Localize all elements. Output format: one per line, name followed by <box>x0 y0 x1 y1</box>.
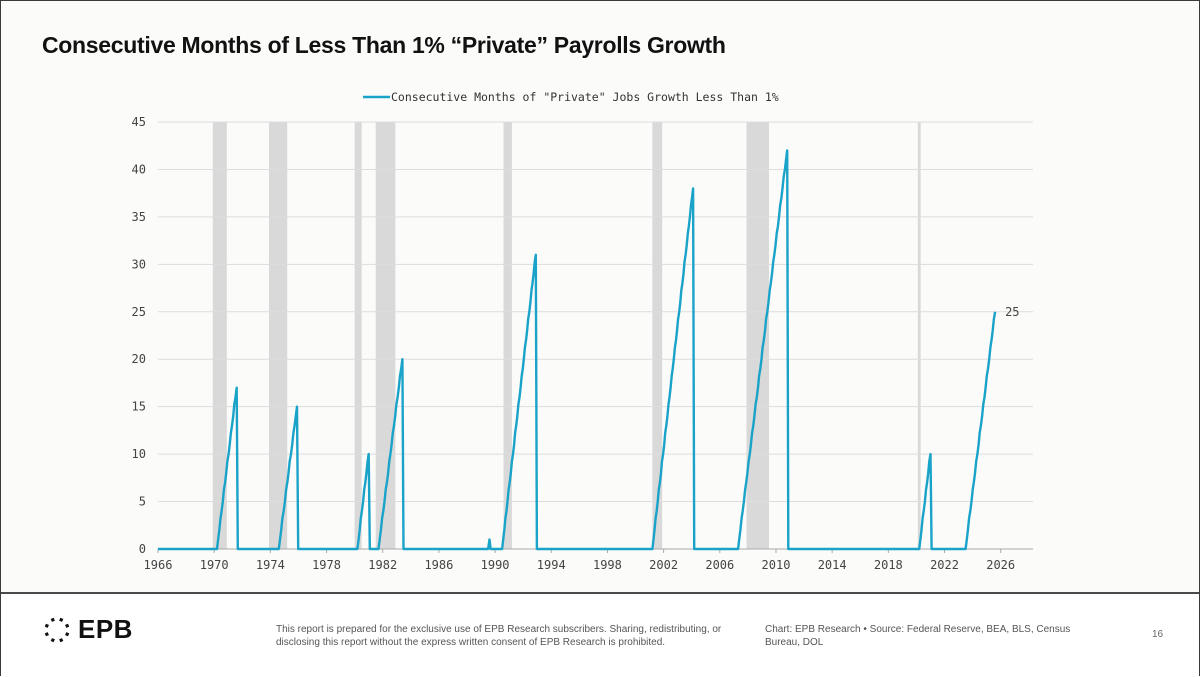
y-tick-label: 25 <box>132 305 146 319</box>
x-tick-label: 2014 <box>818 558 847 572</box>
x-tick-label: 2002 <box>649 558 678 572</box>
gridlines <box>158 122 1033 502</box>
logo-mark <box>51 638 55 642</box>
logo-mark <box>59 638 63 642</box>
recession-bands <box>213 122 921 549</box>
series-layer: 25 <box>158 150 1020 549</box>
x-tick-label: 2026 <box>986 558 1015 572</box>
epb-starburst-icon <box>42 615 72 645</box>
x-tick-label: 1982 <box>368 558 397 572</box>
x-tick-label: 2022 <box>930 558 959 572</box>
legend-label: Consecutive Months of "Private" Jobs Gro… <box>391 90 779 104</box>
recession-band <box>504 122 512 549</box>
y-tick-label: 0 <box>139 542 146 556</box>
disclaimer-text: This report is prepared for the exclusiv… <box>276 623 746 649</box>
legend: Consecutive Months of "Private" Jobs Gro… <box>363 90 779 104</box>
x-tick-label: 1994 <box>537 558 566 572</box>
logo-mark <box>45 632 49 636</box>
x-tick-label: 1978 <box>312 558 341 572</box>
x-tick-label: 1986 <box>424 558 453 572</box>
epb-logo: EPB <box>42 614 133 645</box>
logo-text: EPB <box>78 614 133 645</box>
logo-mark <box>45 623 49 627</box>
x-tick-label: 1990 <box>481 558 510 572</box>
y-tick-label: 20 <box>132 352 146 366</box>
logo-mark <box>65 623 69 627</box>
y-tick-label: 30 <box>132 257 146 271</box>
logo-mark <box>65 632 69 636</box>
recession-band <box>355 122 362 549</box>
y-tick-label: 45 <box>132 115 146 129</box>
y-tick-label: 10 <box>132 447 146 461</box>
x-tick-label: 2010 <box>762 558 791 572</box>
y-tick-label: 15 <box>132 400 146 414</box>
logo-mark <box>51 617 55 621</box>
page-number: 16 <box>1152 629 1163 640</box>
logo-mark <box>59 617 63 621</box>
x-tick-label: 1966 <box>144 558 173 572</box>
axes: 0 5 10 15 20 25 30 35 40 45 1966 1970 1974 1978 1982 19… <box>132 115 1033 572</box>
x-tick-label: 2006 <box>705 558 734 572</box>
recession-band <box>918 122 921 549</box>
recession-band <box>269 122 287 549</box>
y-tick-label: 5 <box>139 495 146 509</box>
footer: EPB This report is prepared for the excl… <box>1 592 1199 677</box>
x-tick-label: 1998 <box>593 558 622 572</box>
last-value-label: 25 <box>1005 305 1019 319</box>
x-tick-label: 1970 <box>200 558 229 572</box>
x-tick-label: 1974 <box>256 558 285 572</box>
y-tick-label: 40 <box>132 162 146 176</box>
line-chart: 0 5 10 15 20 25 30 35 40 45 1966 1970 1974 1978 1982 19… <box>1 1 1200 591</box>
x-tick-label: 2018 <box>874 558 903 572</box>
y-tick-label: 35 <box>132 210 146 224</box>
source-text: Chart: EPB Research • Source: Federal Re… <box>765 623 1105 649</box>
